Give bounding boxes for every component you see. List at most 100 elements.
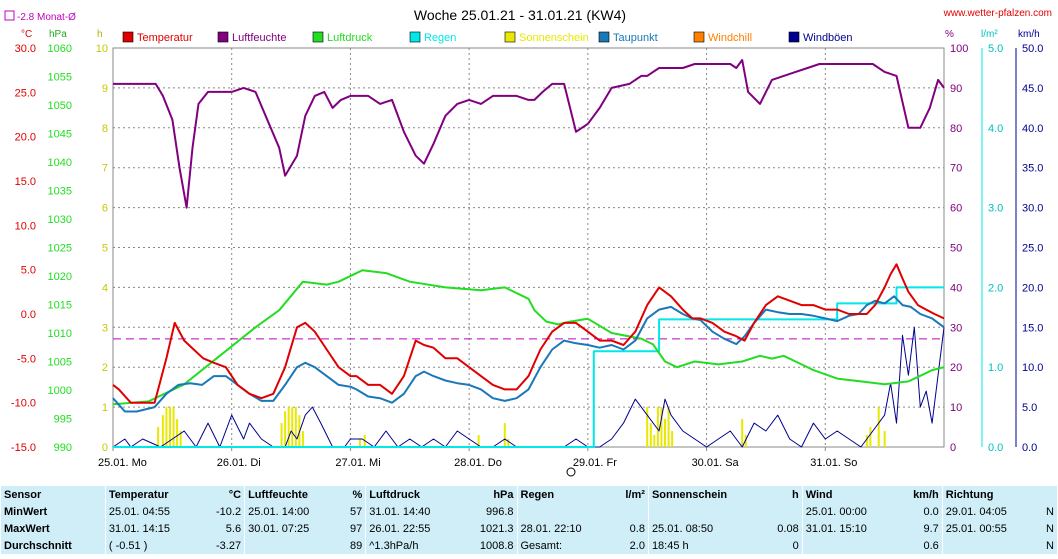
legend-swatch	[504, 31, 516, 43]
sun-bar	[741, 419, 744, 447]
sun-bar	[649, 423, 652, 447]
stats-cell-value: N	[1037, 503, 1057, 520]
stats-header: Wind	[802, 486, 898, 503]
y-tick-temp: 30.0	[15, 43, 36, 55]
stats-gap	[365, 520, 367, 537]
stats-cell-value: 89	[339, 537, 366, 554]
stats-gap	[647, 486, 649, 503]
y-tick-press: 1035	[48, 186, 72, 198]
stats-gap	[941, 486, 943, 503]
stats-cell-time	[245, 537, 340, 554]
stats-cell-time: 30.01. 07:25	[245, 520, 340, 537]
sun-bar	[869, 427, 872, 447]
y-tick-temp: 10.0	[15, 220, 36, 232]
stats-cell-time: Gesamt:	[517, 537, 612, 554]
sun-bar	[301, 431, 304, 447]
stats-gap	[647, 520, 649, 537]
y-tick-temp: 5.0	[21, 265, 36, 277]
y-tick-wind: 0.0	[1022, 442, 1037, 454]
stats-header: Sensor	[1, 486, 105, 503]
sun-bar	[503, 423, 506, 447]
site-label[interactable]: www.wetter-pfalzen.com	[943, 8, 1052, 19]
stats-gap	[647, 503, 649, 520]
sun-bar	[287, 407, 290, 447]
y-tick-hum: 20	[950, 362, 962, 374]
stats-panel: Sensor Temperatur °C Luftfeuchte% Luftdruck h…	[0, 486, 1058, 559]
unit-wind: km/h	[1018, 29, 1040, 40]
sun-bar	[477, 435, 480, 447]
stats-gap	[365, 537, 367, 554]
series-regen	[113, 286, 944, 448]
y-tick-sun: 4	[102, 282, 108, 294]
moon-phase-icon	[566, 467, 576, 477]
y-tick-wind: 25.0	[1022, 243, 1043, 255]
stats-cell-value: -10.2	[200, 503, 245, 520]
sun-bar	[284, 411, 287, 447]
stats-cell-time	[517, 503, 612, 520]
series-luftfeuchte	[113, 59, 945, 209]
legend-label: Sonnenschein	[519, 32, 589, 44]
stats-cell-time: 29.01. 04:05	[942, 503, 1038, 520]
y-tick-wind: 10.0	[1022, 362, 1043, 374]
unit-hum: %	[945, 29, 954, 40]
y-tick-temp: -15.0	[11, 442, 36, 454]
stats-cell-value: 57	[339, 503, 366, 520]
y-tick-sun: 0	[102, 442, 108, 454]
y-tick-press: 1000	[48, 385, 72, 397]
y-tick-wind: 15.0	[1022, 322, 1043, 334]
stats-gap	[104, 503, 106, 520]
y-tick-hum: 40	[950, 282, 962, 294]
y-tick-hum: 90	[950, 83, 962, 95]
sun-bar	[656, 407, 659, 447]
y-tick-wind: 45.0	[1022, 83, 1043, 95]
stats-cell-time: 26.01. 22:55	[366, 520, 461, 537]
stats-cell-time: ( -0.51 )	[105, 537, 201, 554]
y-tick-temp: -5.0	[17, 353, 36, 365]
stats-cell-time: 25.01. 04:55	[105, 503, 201, 520]
sun-bar	[507, 439, 510, 447]
stats-cell-time	[802, 537, 898, 554]
unit-sun: h	[97, 29, 103, 40]
stats-gap	[941, 503, 943, 520]
stats-gap	[801, 486, 803, 503]
y-tick-sun: 8	[102, 123, 108, 135]
legend-swatch	[217, 31, 229, 43]
stats-header: Sonnenschein	[648, 486, 764, 503]
legend-label: Windchill	[708, 32, 752, 44]
y-tick-wind: 5.0	[1022, 402, 1037, 414]
sun-bar	[291, 407, 294, 447]
sun-bar	[877, 407, 880, 447]
y-tick-temp: 25.0	[15, 87, 36, 99]
sun-bar	[172, 407, 175, 447]
stats-row: MinWert 25.01. 04:55 -10.2 25.01. 14:00 57 31…	[1, 503, 1057, 520]
axes: -15.0-10.0-5.00.05.010.015.020.025.030.0…	[11, 43, 1044, 469]
stats-cell-value: 0.08	[763, 520, 802, 537]
stats-cell-value: 0.8	[611, 520, 648, 537]
stats-cell-value: 97	[339, 520, 366, 537]
y-tick-wind: 30.0	[1022, 203, 1043, 215]
stats-gap	[104, 537, 106, 554]
stats-cell-value: 0	[763, 537, 802, 554]
stats-row: Durchschnitt( -0.51 ) -3.27 89 ^1.3hPa/h 100…	[1, 537, 1057, 554]
stats-cell-value	[763, 503, 802, 520]
y-tick-press: 1025	[48, 243, 72, 255]
stats-row-label: MaxWert	[1, 520, 105, 537]
y-tick-wind: 50.0	[1022, 43, 1043, 55]
stats-gap	[104, 486, 106, 503]
stats-gap	[244, 537, 246, 554]
sun-bar	[280, 423, 283, 447]
stats-header: Temperatur	[105, 486, 201, 503]
sun-bar	[165, 407, 168, 447]
stats-cell-time: 31.01. 15:10	[802, 520, 898, 537]
unit-temp: °C	[21, 29, 32, 40]
stats-header-unit: %	[339, 486, 366, 503]
stats-cell-time: 25.01. 08:50	[648, 520, 764, 537]
y-tick-press: 1015	[48, 300, 72, 312]
sun-bar	[883, 431, 886, 447]
stats-cell-time: 31.01. 14:15	[105, 520, 201, 537]
y-tick-press: 1045	[48, 129, 72, 141]
stats-gap	[801, 503, 803, 520]
y-tick-press: 995	[54, 414, 72, 426]
y-tick-press: 1005	[48, 357, 72, 369]
series-taupunkt	[112, 295, 945, 413]
